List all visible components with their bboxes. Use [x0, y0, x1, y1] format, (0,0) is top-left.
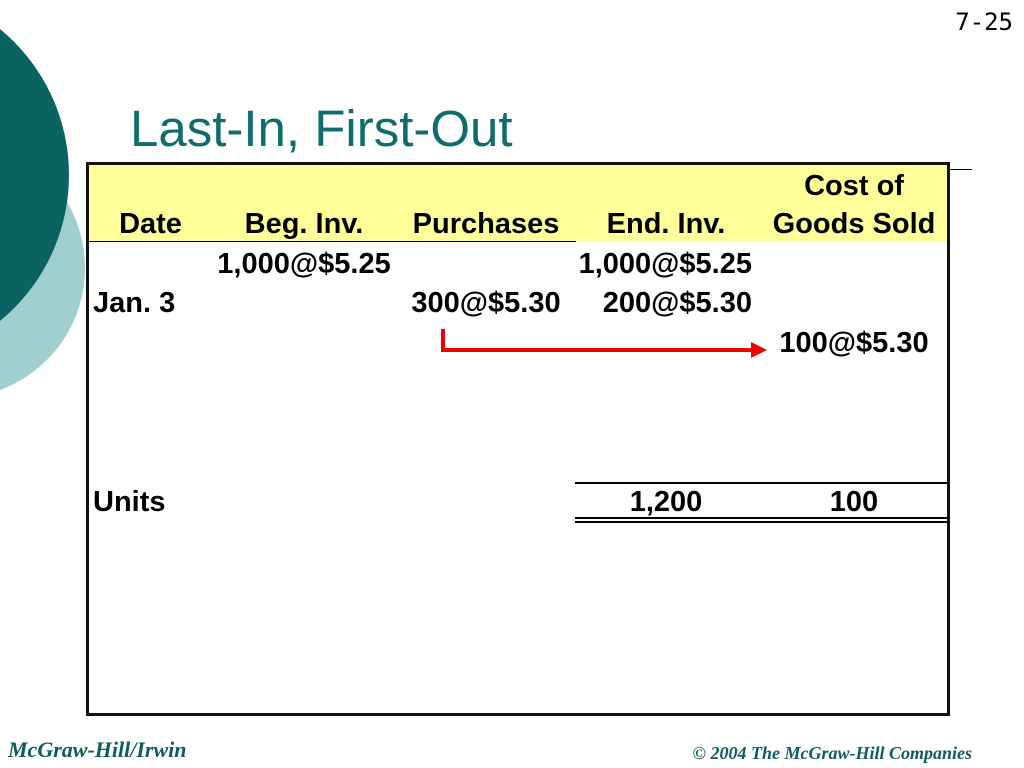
totals-row: Units 1,200 100 [89, 485, 947, 519]
lifo-table: Cost of Date Beg. Inv. Purchases End. In… [86, 162, 950, 716]
table-header [89, 165, 947, 242]
totals-end-inv: 1,200 [629, 486, 703, 518]
cell-cogs: 100@$5.30 [779, 327, 929, 359]
table-row: Jan. 3 300@$5.30 200@$5.30 [89, 286, 947, 320]
header-beg-inv: Beg. Inv. [244, 208, 364, 240]
header-cogs-line1: Cost of [804, 170, 904, 202]
totals-label: Units [93, 486, 166, 518]
header-end-inv: End. Inv. [606, 208, 726, 240]
header-rule [89, 241, 576, 242]
header-row-2: Date Beg. Inv. Purchases End. Inv. Goods… [89, 207, 947, 241]
footer-copyright: © 2004 The McGraw-Hill Companies [692, 743, 972, 763]
table-row: 100@$5.30 [89, 326, 947, 360]
elbow-right-arrow-icon [441, 329, 767, 358]
cell-date: Jan. 3 [93, 287, 176, 319]
footer-publisher: McGraw-Hill/Irwin [8, 737, 187, 762]
cell-purchases: 300@$5.30 [411, 287, 561, 319]
double-underline [575, 517, 947, 523]
page-number: 7-25 [955, 8, 1013, 36]
cell-beg-inv: 1,000@$5.25 [217, 248, 391, 280]
cell-end-inv: 200@$5.30 [602, 287, 752, 319]
table-edge-line [950, 169, 972, 170]
slide-title: Last-In, First-Out [130, 100, 513, 157]
header-row-1: Cost of [89, 169, 947, 203]
cell-end-inv: 1,000@$5.25 [578, 248, 752, 280]
header-date: Date [119, 208, 182, 240]
totals-cogs: 100 [829, 486, 879, 518]
table-row: 1,000@$5.25 1,000@$5.25 [89, 247, 947, 281]
total-rule [575, 482, 947, 484]
header-cogs-line2: Goods Sold [772, 208, 936, 240]
header-purchases: Purchases [412, 208, 560, 240]
